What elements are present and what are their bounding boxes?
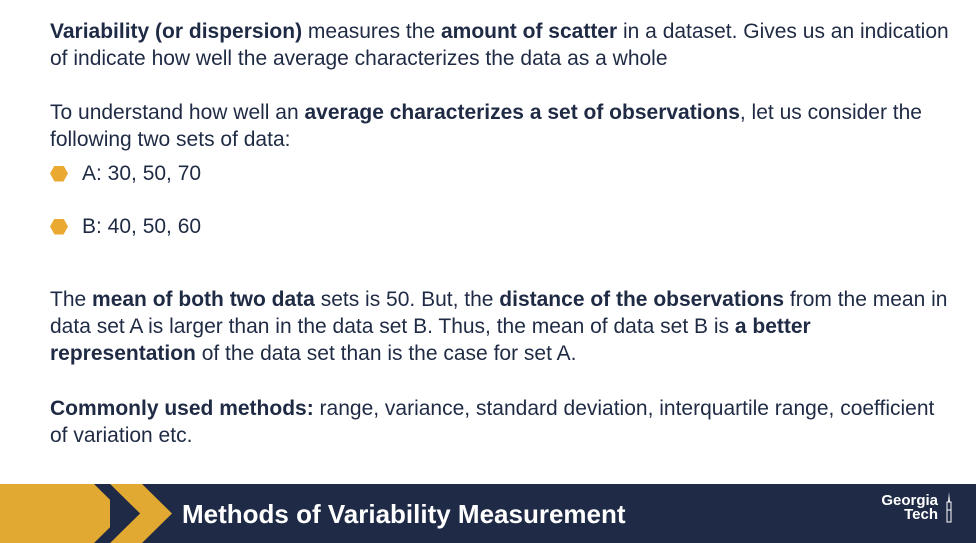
text-run: in a dataset. Gives us an indication of … bbox=[50, 20, 949, 70]
bullet-label: A: 30, 50, 70 bbox=[82, 161, 202, 185]
text-run: of the data set than is the case for set… bbox=[195, 342, 577, 365]
text-run: measures the bbox=[302, 20, 441, 43]
bullet-label: B: 40, 50, 60 bbox=[82, 214, 202, 238]
text-run: sets is 50. But, the bbox=[314, 288, 500, 311]
list-item: A: 30, 50, 70 bbox=[50, 160, 201, 187]
text-run: The bbox=[50, 288, 93, 311]
bold-text-run: amount of scatter bbox=[440, 20, 618, 43]
logo-wordmark: Georgia Tech bbox=[881, 492, 938, 523]
tower-icon bbox=[946, 492, 952, 523]
paragraph-variability-definition: Variability (or dispersion) measures the… bbox=[50, 18, 950, 72]
chevron-right-icon bbox=[94, 484, 172, 543]
footer-gold-band bbox=[0, 484, 110, 543]
paragraph-mean-comparison: The mean of both two data sets is 50. Bu… bbox=[50, 286, 950, 367]
bold-text-run: Commonly used methods: bbox=[50, 397, 314, 420]
paragraph-common-methods: Commonly used methods: range, variance, … bbox=[50, 395, 950, 449]
footer-bar: Methods of Variability Measurement Georg… bbox=[0, 484, 976, 543]
data-set-list: A: 30, 50, 70 B: 40, 50, 60 bbox=[50, 160, 201, 266]
logo-line-2: Tech bbox=[904, 506, 938, 523]
slide-title: Methods of Variability Measurement bbox=[182, 499, 626, 529]
bold-text-run: mean of both two data bbox=[92, 288, 315, 311]
georgia-tech-logo: Georgia Tech bbox=[881, 492, 954, 524]
logo-line-1: Georgia bbox=[881, 492, 938, 509]
text-run: , let us consider the following two sets… bbox=[50, 101, 922, 151]
text-run: from the mean in data set A is larger th… bbox=[50, 288, 948, 338]
paragraph-average-characterizes: To understand how well an average charac… bbox=[50, 99, 950, 153]
hexagon-bullet-icon bbox=[50, 165, 68, 182]
bold-text-run: a better representation bbox=[50, 315, 811, 365]
text-run: range, variance, standard deviation, int… bbox=[50, 397, 935, 447]
text-run: To understand how well an bbox=[50, 101, 305, 124]
bold-text-run: average characterizes a set of observati… bbox=[304, 101, 740, 124]
list-item: B: 40, 50, 60 bbox=[50, 213, 201, 240]
bold-text-run: distance of the observations bbox=[499, 288, 785, 311]
bold-text-run: Variability (or dispersion) bbox=[50, 20, 303, 43]
hexagon-bullet-icon bbox=[50, 218, 68, 235]
